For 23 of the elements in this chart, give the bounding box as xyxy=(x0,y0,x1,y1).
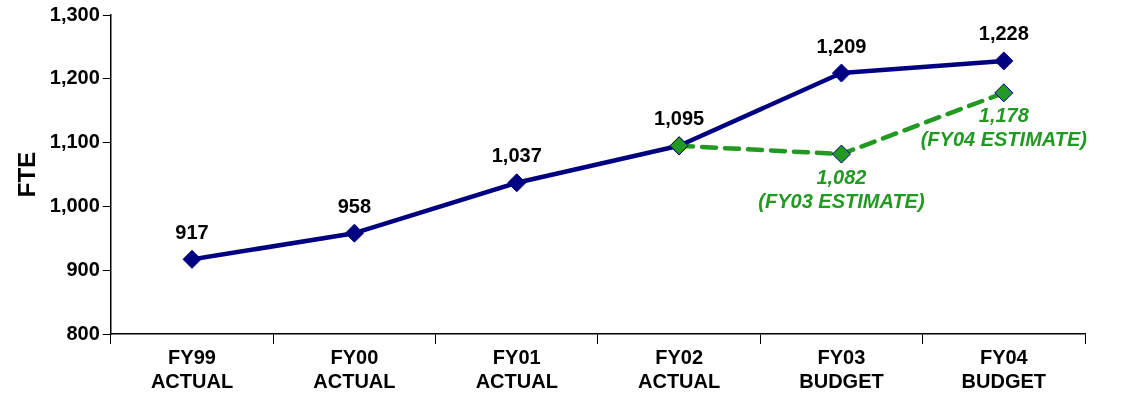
annotation: (FY04 ESTIMATE) xyxy=(920,128,1088,151)
x-tick-label: FY03 BUDGET xyxy=(799,345,884,392)
data-label: 1,037 xyxy=(491,144,542,167)
data-label: 1,228 xyxy=(978,22,1029,45)
data-label: 917 xyxy=(175,220,209,243)
y-tick-label: 1,100 xyxy=(49,130,100,153)
data-label: 1,209 xyxy=(816,34,867,57)
data-label: 1,082 xyxy=(816,165,867,188)
y-tick-label: 1,300 xyxy=(49,2,100,25)
x-tick-label: FY02 ACTUAL xyxy=(637,345,721,392)
x-tick-label: FY01 ACTUAL xyxy=(475,345,558,392)
x-tick-label: FY99 ACTUAL xyxy=(150,345,234,392)
x-tick-label: FY00 ACTUAL xyxy=(313,345,396,392)
y-tick-label: 900 xyxy=(66,257,100,280)
y-tick-label: 1,000 xyxy=(49,193,100,216)
annotation: (FY03 ESTIMATE) xyxy=(758,189,925,212)
y-tick-label: 800 xyxy=(66,321,100,344)
data-label: 1,095 xyxy=(654,107,705,130)
y-axis-title: FTE xyxy=(13,151,41,198)
y-tick-label: 1,200 xyxy=(49,66,100,89)
x-tick-label: FY04 BUDGET xyxy=(961,345,1047,392)
data-label: 1,178 xyxy=(978,104,1030,127)
data-label: 958 xyxy=(337,194,372,217)
